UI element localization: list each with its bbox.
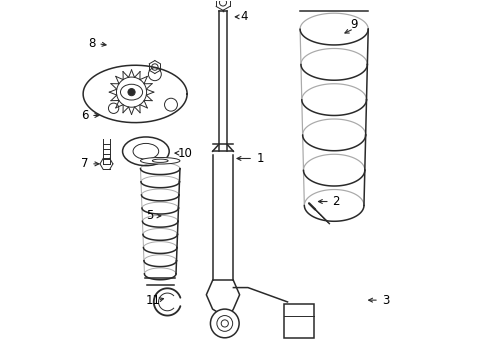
Polygon shape — [219, 12, 226, 151]
Text: 9: 9 — [349, 18, 357, 31]
Circle shape — [210, 309, 239, 338]
Circle shape — [128, 89, 135, 96]
Text: 7: 7 — [81, 157, 88, 170]
Text: 8: 8 — [88, 37, 96, 50]
Text: 6: 6 — [81, 109, 88, 122]
Text: 3: 3 — [382, 294, 389, 307]
Text: 10: 10 — [178, 147, 192, 159]
Text: 1: 1 — [256, 152, 264, 165]
Text: 5: 5 — [145, 210, 153, 222]
Text: 11: 11 — [145, 294, 160, 307]
Text: 4: 4 — [240, 10, 248, 23]
Polygon shape — [212, 155, 233, 280]
Ellipse shape — [140, 157, 180, 164]
Text: 2: 2 — [331, 195, 339, 208]
Polygon shape — [83, 65, 187, 123]
